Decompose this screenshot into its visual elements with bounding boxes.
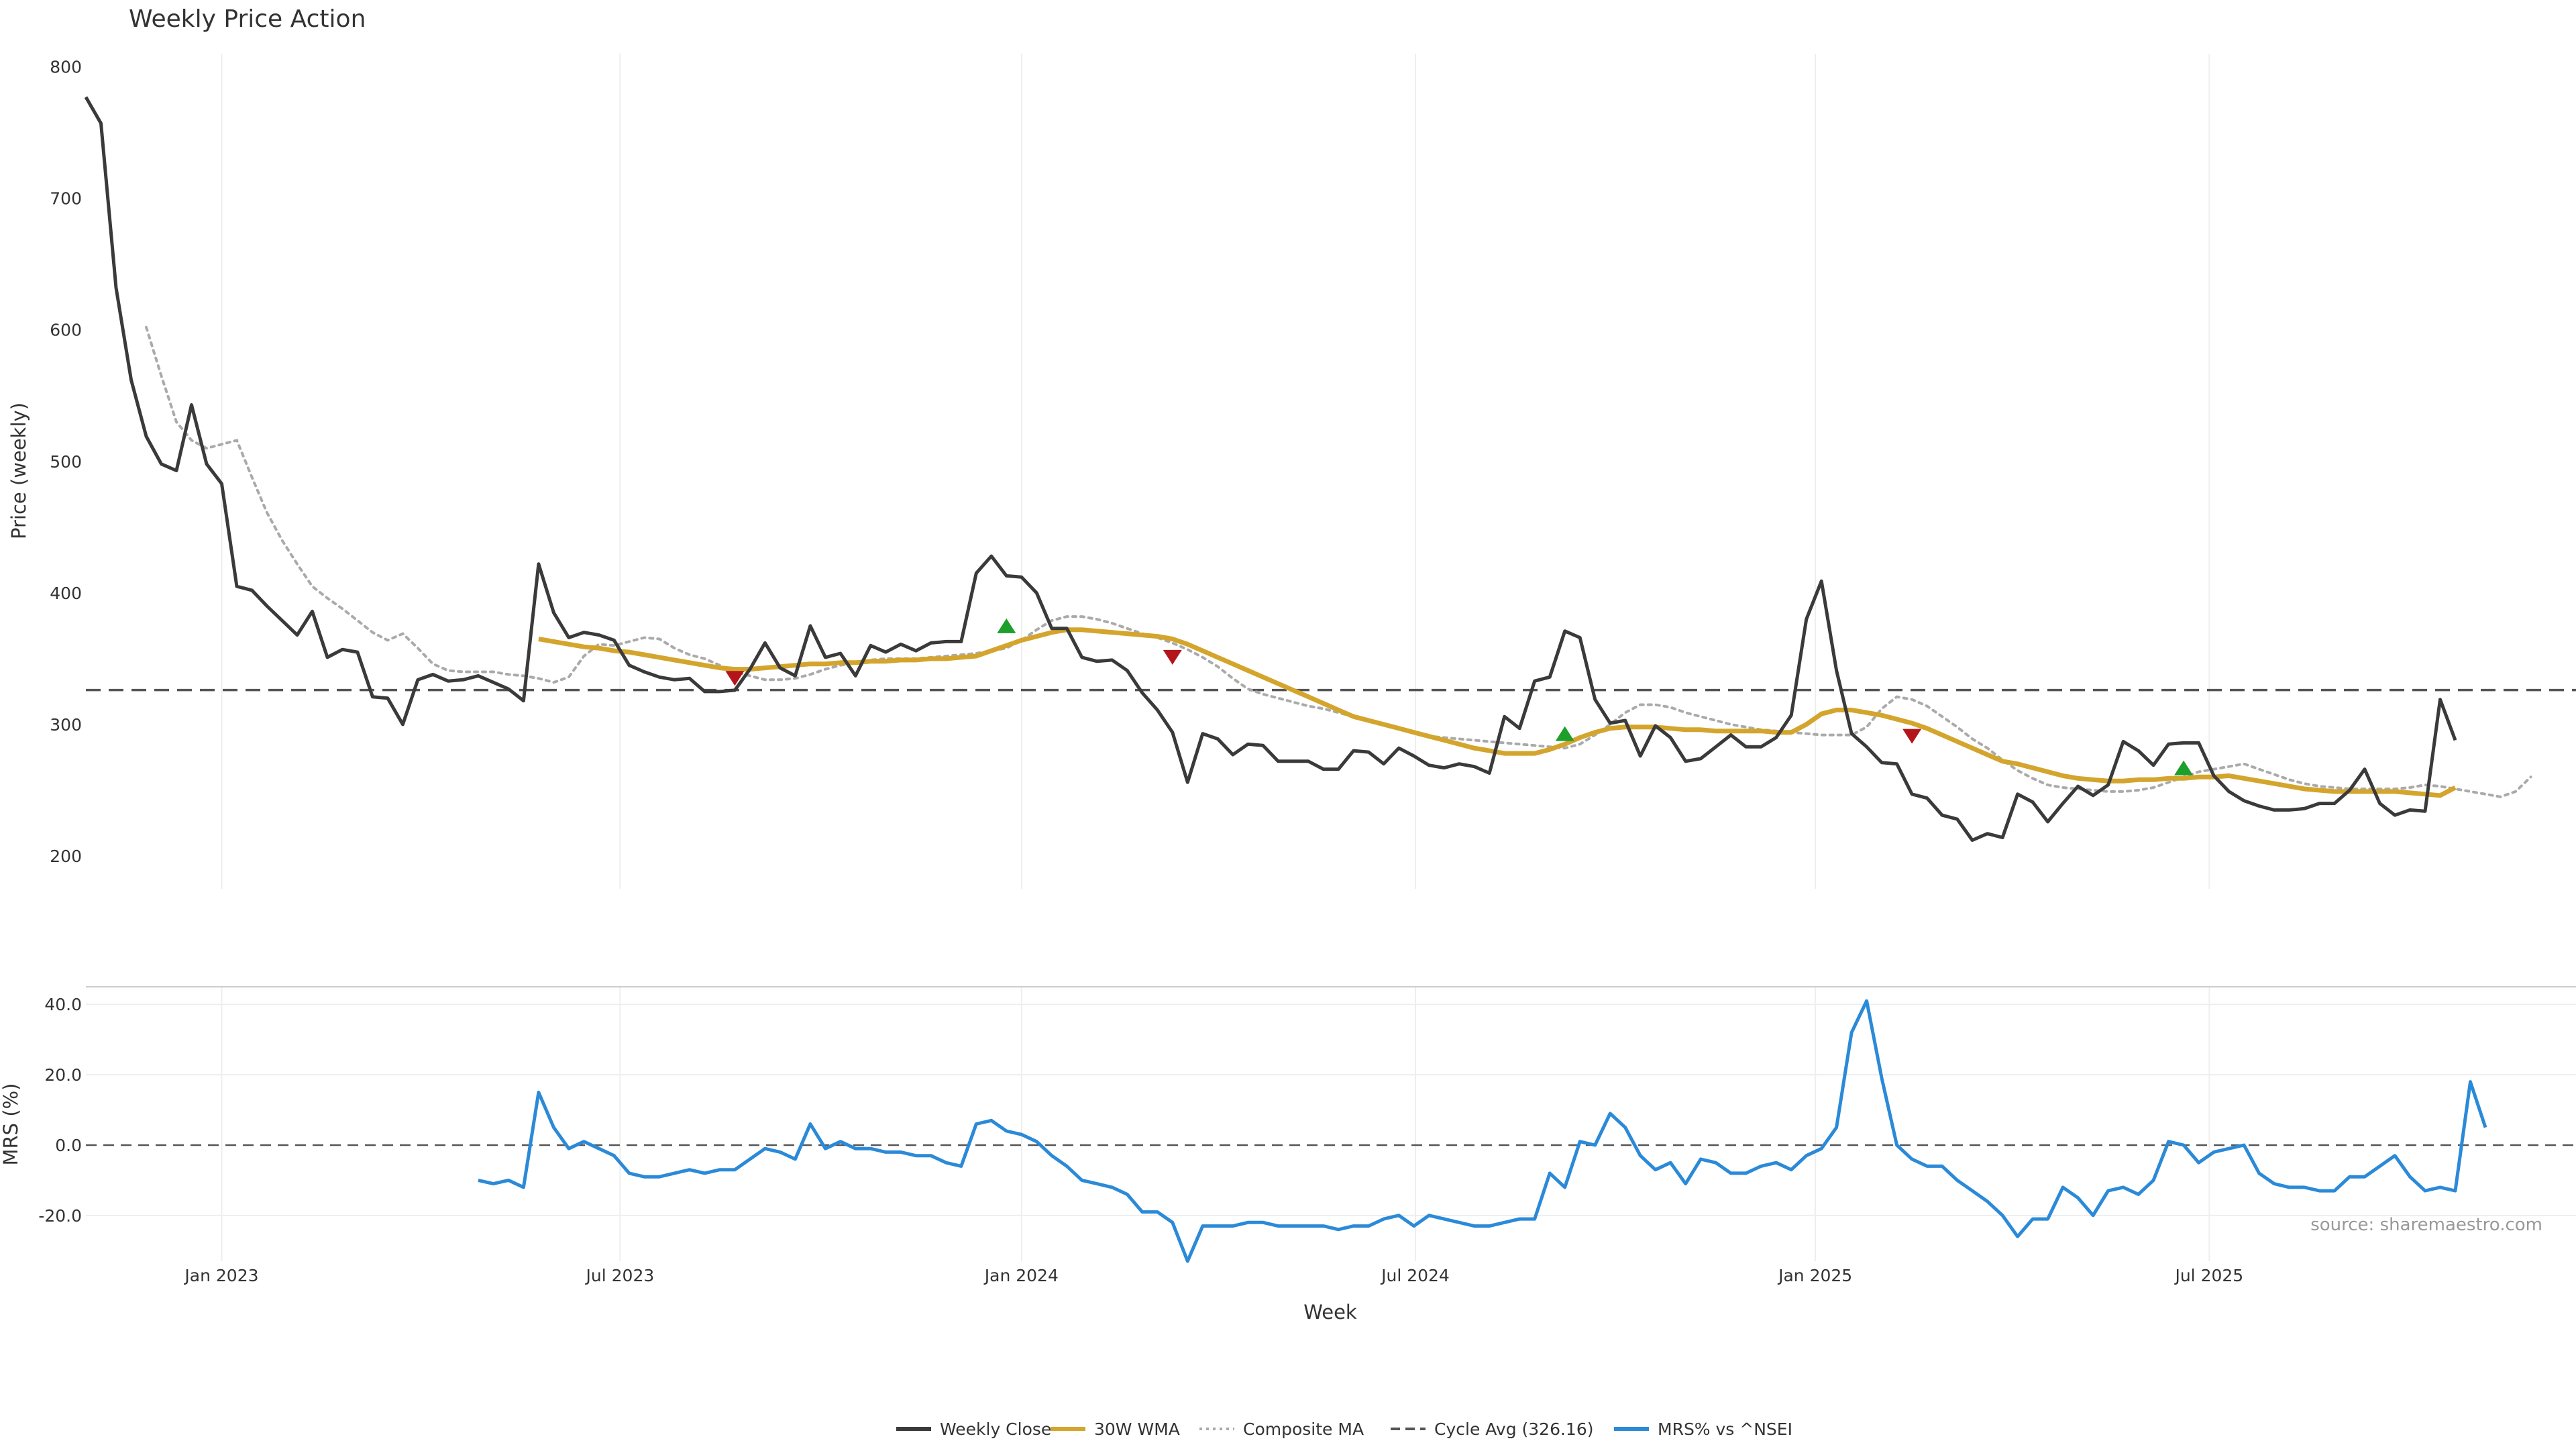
x-tick-label: Jan 2024 <box>983 1266 1059 1285</box>
reference-lines <box>86 688 2576 1146</box>
price-y-tick-label: 400 <box>50 584 82 603</box>
x-tick-label: Jul 2025 <box>2174 1266 2243 1285</box>
price-y-tick-label: 600 <box>50 321 82 340</box>
mrs-line <box>478 999 2487 1263</box>
buy-signal-marker <box>1555 726 1574 741</box>
price-y-ticks: 200 300 400 500 600 700 800 <box>50 58 82 866</box>
x-tick-label: Jul 2024 <box>1380 1266 1450 1285</box>
legend-label: Weekly Close <box>940 1419 1051 1439</box>
legend: Weekly Close 30W WMA Composite MA Cycle Avg… <box>896 1419 1792 1439</box>
composite-ma-line <box>145 325 2532 798</box>
sell-signal-marker <box>1163 649 1182 665</box>
x-ticks: Jan 2023 Jul 2023 Jan 2024 Jul 2024 Jan 2025… <box>183 1266 2243 1285</box>
source-label: source: sharemaestro.com <box>2310 1215 2542 1235</box>
legend-label: MRS% vs ^NSEI <box>1658 1419 1792 1439</box>
mrs-y-ticks: 40.0 20.0 0.0 -20.0 <box>38 995 82 1226</box>
mrs-y-axis-label: MRS (%) <box>0 1083 22 1166</box>
legend-label: Composite MA <box>1243 1419 1364 1439</box>
sell-signal-marker <box>1902 729 1922 744</box>
weekly-close-line <box>84 96 2457 842</box>
legend-label: Cycle Avg (326.16) <box>1434 1419 1594 1439</box>
price-y-tick-label: 300 <box>50 715 82 735</box>
x-tick-label: Jul 2023 <box>585 1266 655 1285</box>
mrs-y-tick-label: 0.0 <box>55 1136 82 1155</box>
buy-signal-marker <box>997 618 1016 633</box>
mrs-y-tick-label: 20.0 <box>44 1065 82 1085</box>
x-tick-label: Jan 2025 <box>1777 1266 1852 1285</box>
price-y-tick-label: 800 <box>50 58 82 77</box>
buy-signal-marker <box>2174 760 2194 775</box>
price-y-tick-label: 700 <box>50 189 82 209</box>
price-y-tick-label: 500 <box>50 452 82 472</box>
wma-30w-line <box>538 627 2457 798</box>
mrs-y-tick-label: -20.0 <box>38 1206 82 1226</box>
grid-lines <box>86 54 2576 1261</box>
sell-signal-marker <box>725 671 745 686</box>
x-axis-label: Week <box>1303 1301 1357 1324</box>
legend-label: 30W WMA <box>1094 1419 1180 1439</box>
signal-markers <box>725 618 2194 775</box>
price-chart-title: Weekly Price Action <box>129 5 366 33</box>
price-y-tick-label: 200 <box>50 847 82 866</box>
price-y-axis-label: Price (weekly) <box>7 402 30 539</box>
series-lines <box>84 96 2532 1263</box>
mrs-y-tick-label: 40.0 <box>44 995 82 1014</box>
x-tick-label: Jan 2023 <box>183 1266 258 1285</box>
